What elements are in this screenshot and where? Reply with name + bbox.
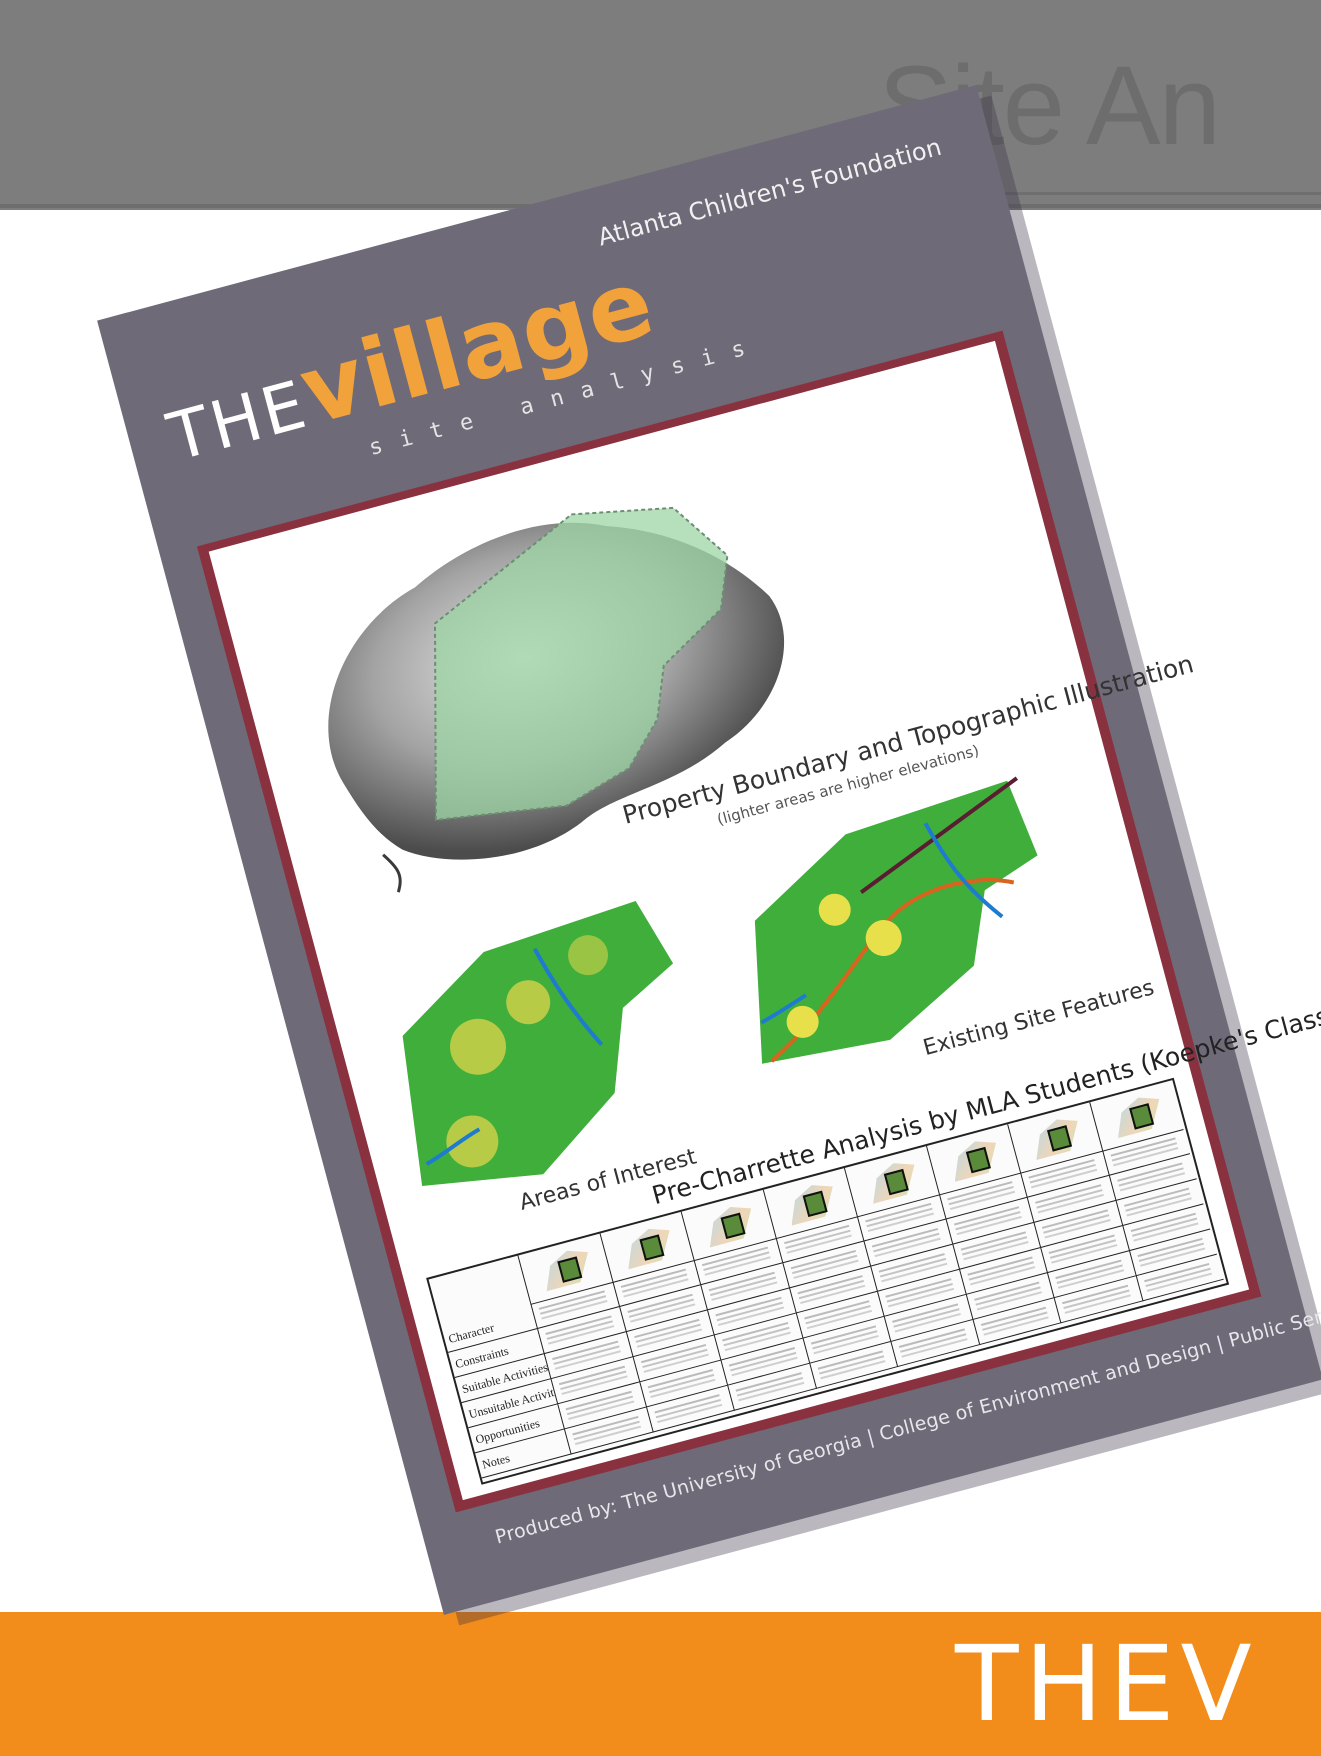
topographic-illustration xyxy=(328,506,784,893)
feature-circle xyxy=(786,1005,819,1038)
area-circle xyxy=(506,980,551,1025)
existing-features-map xyxy=(754,776,1038,1064)
stream-line xyxy=(923,822,1004,919)
area-circle xyxy=(446,1115,499,1168)
feature-circle xyxy=(865,920,902,957)
stream-line xyxy=(425,1127,481,1166)
property-boundary xyxy=(433,506,729,822)
areas-of-interest-map xyxy=(402,900,674,1186)
title-underline xyxy=(868,192,1321,195)
site-outline xyxy=(754,780,1038,1064)
site-analysis-poster: Atlanta Children's Foundation THEvillage… xyxy=(97,85,1321,1626)
area-circle xyxy=(568,935,609,976)
stream-line xyxy=(532,947,604,1046)
power-line xyxy=(859,776,1019,894)
area-circle xyxy=(450,1018,507,1075)
footer-band xyxy=(0,1612,1321,1756)
feature-circle xyxy=(818,893,851,926)
site-outline xyxy=(402,900,674,1186)
stream-line xyxy=(760,993,807,1025)
slide-logo: THEV xyxy=(955,1623,1258,1745)
drainage-line xyxy=(382,853,402,893)
